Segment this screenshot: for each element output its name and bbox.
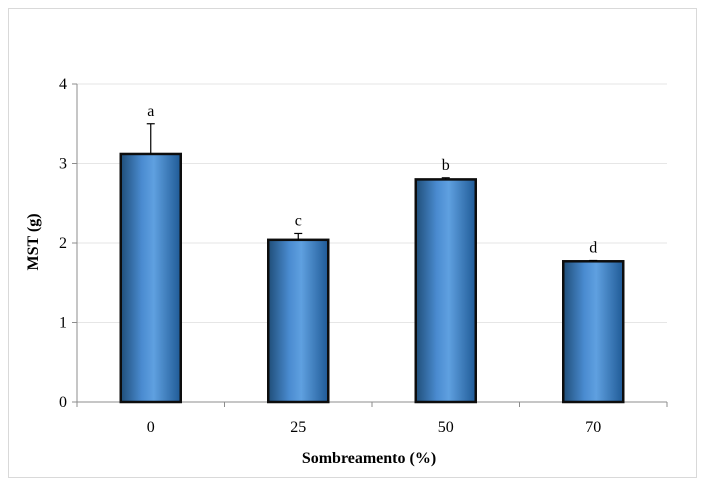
- bar: [267, 238, 330, 404]
- significance-letter: a: [147, 103, 154, 120]
- bar: [562, 260, 625, 404]
- y-tick-label: 0: [59, 394, 67, 411]
- x-tick-label: 25: [290, 419, 306, 436]
- bar-chart: 0 1 2 3 4 a 0 c 25 b 50 d 70 MST (g) Sombreamento (%…: [25, 76, 668, 467]
- bar: [119, 152, 182, 404]
- significance-letter: c: [295, 212, 302, 229]
- bar: [414, 178, 477, 404]
- y-tick-label: 3: [59, 156, 67, 173]
- x-tick-label: 70: [585, 419, 601, 436]
- x-tick-label: 50: [438, 419, 454, 436]
- significance-letter: d: [589, 239, 597, 256]
- y-axis-title: MST (g): [25, 213, 42, 270]
- x-tick-label: 0: [147, 419, 155, 436]
- labels: 0 1 2 3 4 a 0 c 25 b 50 d 70: [59, 76, 601, 436]
- y-tick-label: 2: [59, 235, 67, 252]
- bars: [119, 123, 625, 404]
- y-tick-label: 1: [59, 315, 67, 332]
- x-axis-title: Sombreamento (%): [302, 450, 436, 467]
- significance-letter: b: [442, 157, 450, 174]
- y-tick-label: 4: [59, 76, 67, 93]
